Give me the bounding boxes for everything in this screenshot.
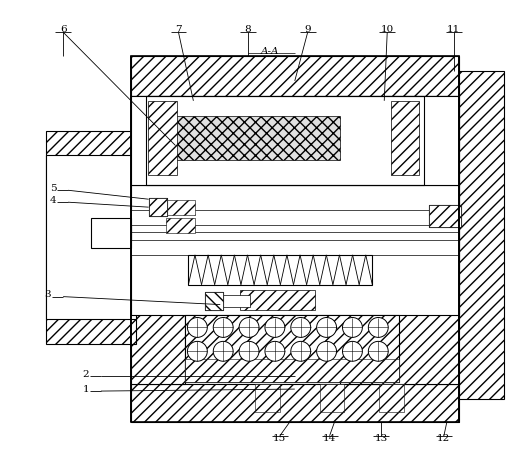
Bar [91,218,131,248]
Bar [186,315,399,382]
Bar [131,96,186,185]
Circle shape [342,318,362,337]
Bar [391,101,419,175]
Bar [131,56,459,422]
Bar [186,315,399,382]
Circle shape [369,318,388,337]
Bar [131,56,459,96]
Bar [429,205,461,227]
Bar [189,255,372,285]
Circle shape [317,341,337,361]
Circle shape [188,341,207,361]
Bar [131,96,459,185]
Text: 15: 15 [273,434,286,443]
Text: 1: 1 [82,385,89,393]
Bar [131,210,459,225]
Text: 6: 6 [60,25,66,34]
Bar [255,384,280,412]
Bar [429,205,461,227]
Circle shape [291,318,310,337]
Bar [320,384,344,412]
Circle shape [342,341,362,361]
Text: 10: 10 [380,25,394,34]
Circle shape [239,341,259,361]
Text: 11: 11 [447,25,461,34]
Text: 7: 7 [175,25,182,34]
Circle shape [369,341,388,361]
Circle shape [317,318,337,337]
Bar [131,384,459,422]
Circle shape [265,341,285,361]
Text: 4: 4 [49,196,56,204]
Bar [175,116,340,160]
Text: 9: 9 [304,25,311,34]
Bar [186,359,399,382]
Bar [149,198,167,216]
Circle shape [213,341,233,361]
Bar [131,310,186,384]
Circle shape [239,318,259,337]
Circle shape [188,318,207,337]
Bar [166,200,195,215]
Text: 3: 3 [45,290,51,299]
Text: 12: 12 [437,434,450,443]
Bar [220,295,250,307]
Circle shape [291,341,310,361]
Text: A-A: A-A [261,46,279,56]
Bar [131,240,459,255]
Bar [46,131,136,344]
Circle shape [265,318,285,337]
Bar [131,185,459,315]
Text: 13: 13 [375,434,388,443]
Bar [240,290,315,310]
Text: 2: 2 [82,370,89,378]
Bar [340,310,459,384]
Text: 8: 8 [245,25,251,34]
Text: 5: 5 [49,184,56,193]
Bar [166,218,195,233]
Bar [149,198,167,216]
Bar [46,155,136,319]
Bar [379,384,404,412]
Circle shape [213,318,233,337]
Bar [340,96,459,185]
Bar [205,292,223,310]
Bar [145,96,424,185]
Text: 14: 14 [323,434,336,443]
Bar [459,71,504,399]
Bar [205,292,223,310]
Bar [148,101,177,175]
